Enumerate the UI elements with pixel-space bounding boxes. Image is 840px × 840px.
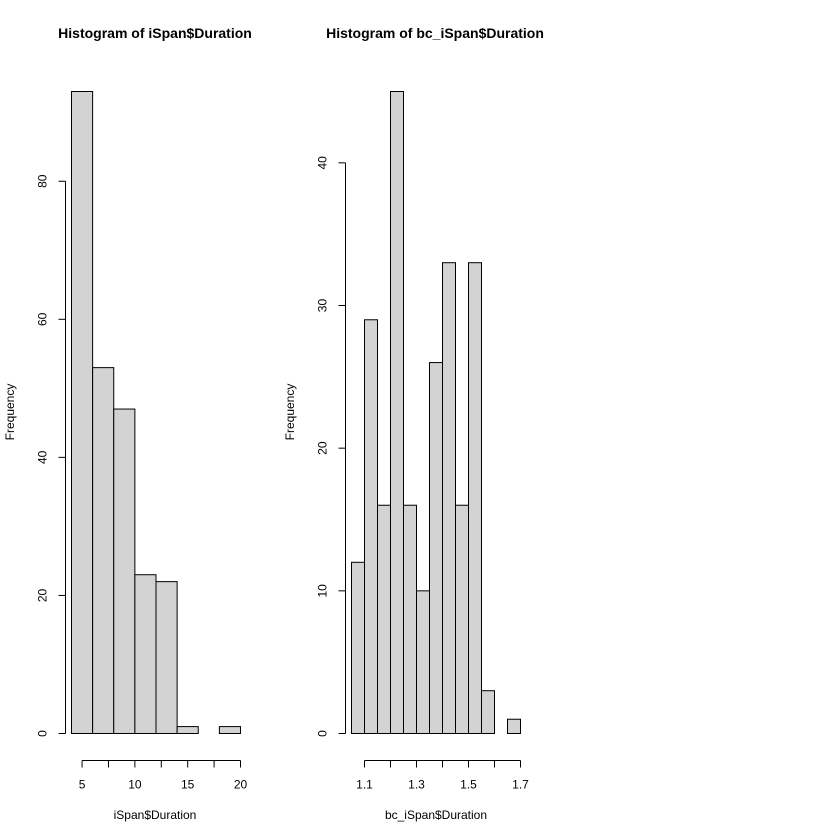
x-tick-label: 1.1: [356, 778, 373, 792]
bars: [351, 91, 521, 735]
y-tick-label: 0: [36, 730, 50, 737]
x-tick-label: 1.7: [512, 778, 529, 792]
histogram-bar: [481, 690, 495, 735]
histogram-bar: [416, 590, 430, 734]
y-tick-label: 10: [316, 584, 330, 598]
histogram-bc-duration: Histogram of bc_iSpan$Duration bc_iSpan$…: [283, 25, 544, 822]
y-axis: 0 20 40 60 80: [36, 174, 66, 737]
y-axis-label: Frequency: [3, 384, 17, 441]
y-axis-label: Frequency: [283, 384, 297, 441]
histogram-bar: [507, 718, 521, 735]
x-tick-label: 5: [79, 778, 86, 792]
y-tick-label: 20: [316, 441, 330, 455]
x-tick-label: 20: [234, 778, 248, 792]
y-tick-label: 60: [36, 312, 50, 326]
x-axis: 1.1 1.3 1.5 1.7: [356, 760, 529, 792]
histogram-bar: [71, 91, 94, 734]
x-axis-label: bc_iSpan$Duration: [385, 808, 487, 822]
y-tick-label: 80: [36, 174, 50, 188]
x-tick-label: 10: [128, 778, 142, 792]
x-axis: 5 10 15 20: [79, 760, 248, 792]
histogram-bar: [92, 367, 115, 734]
histogram-duration: Histogram of iSpan$Duration iSpan$Durati…: [3, 25, 252, 822]
bars: [71, 91, 241, 735]
histogram-bar: [155, 581, 178, 734]
y-tick-label: 0: [316, 730, 330, 737]
x-tick-label: 1.5: [460, 778, 477, 792]
chart-title: Histogram of iSpan$Duration: [58, 25, 252, 41]
y-tick-label: 20: [36, 588, 50, 602]
chart-title: Histogram of bc_iSpan$Duration: [326, 25, 544, 41]
histogram-bar: [429, 362, 443, 734]
x-tick-label: 15: [181, 778, 195, 792]
y-tick-label: 40: [316, 156, 330, 170]
x-tick-label: 1.3: [408, 778, 425, 792]
histogram-bar: [377, 504, 391, 734]
histogram-bar: [403, 504, 417, 734]
x-axis-label: iSpan$Duration: [114, 808, 197, 822]
histogram-bar: [134, 574, 157, 735]
histogram-bar: [176, 726, 199, 735]
histogram-bar: [113, 408, 136, 734]
histogram-bar: [364, 319, 378, 734]
histogram-bar: [468, 262, 482, 734]
histogram-bar: [455, 504, 469, 734]
histogram-bar: [442, 262, 456, 734]
y-tick-label: 30: [316, 299, 330, 313]
histogram-bar: [390, 91, 404, 734]
y-tick-label: 40: [36, 450, 50, 464]
histogram-bar: [351, 561, 365, 734]
histogram-bar: [218, 726, 241, 735]
y-axis: 0 10 20 30 40: [316, 156, 346, 737]
